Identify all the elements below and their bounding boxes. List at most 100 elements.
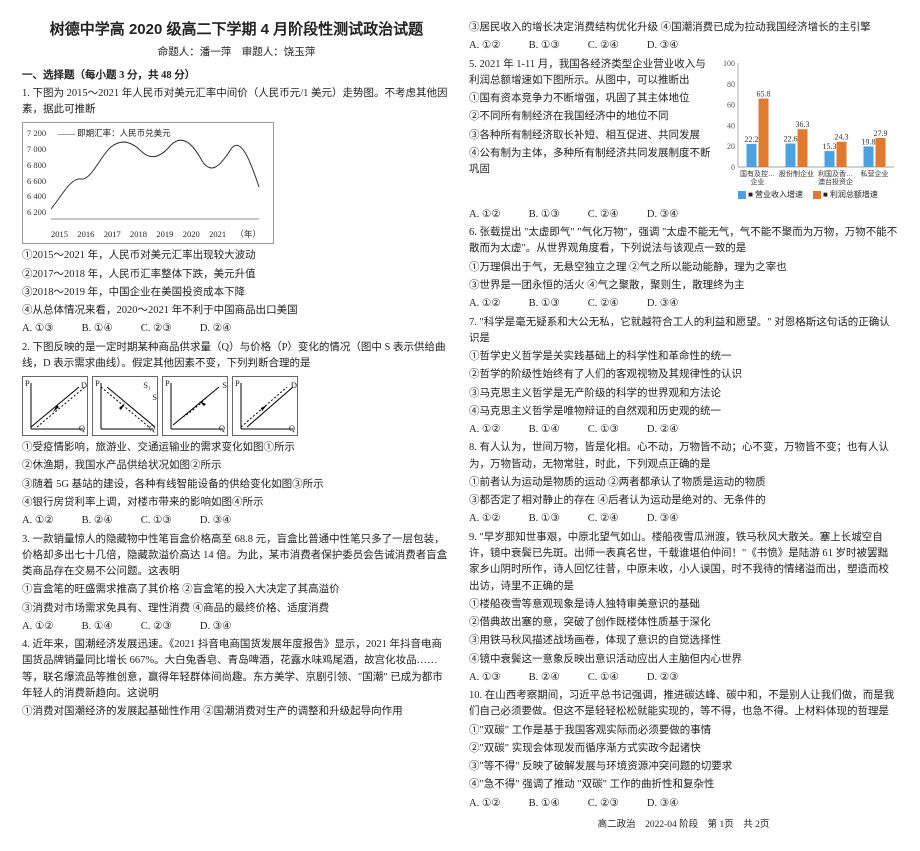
xtick: 2017 bbox=[104, 228, 121, 241]
opt-b: B. ①③ bbox=[529, 38, 560, 54]
opt-d: D. ③④ bbox=[647, 207, 679, 223]
q9-options: A. ①③ B. ②④ C. ①④ D. ②③ bbox=[469, 670, 898, 686]
opt-b: B. ①④ bbox=[82, 619, 113, 635]
svg-text:80: 80 bbox=[727, 79, 735, 88]
q5-options: A. ①② B. ①③ C. ②④ D. ③④ bbox=[469, 207, 898, 223]
q10-item4: ④"急不得" 强调了推动 "双碳" 工作的曲折性和复杂性 bbox=[469, 777, 898, 793]
q4-item1: ①消费对国潮经济的发展起基础性作用 ②国潮消费对生产的调整和升级起导向作用 bbox=[22, 704, 451, 720]
enterprise-bar-chart: 02040608010022.265.8国有及控…企业22.636.3股份制企业… bbox=[718, 57, 898, 201]
q3-item2: ③消费对市场需求免具有、理性消费 ④商品的最终价格、适度消费 bbox=[22, 601, 451, 617]
opt-a: A. ①② bbox=[469, 796, 501, 812]
xtick: 2016 bbox=[77, 228, 94, 241]
opt-d: D. ②③ bbox=[647, 670, 679, 686]
q9-item4: ④镜中衰鬓这一意象反映出意识活动应出人主脑但内心世界 bbox=[469, 652, 898, 668]
q1-item2: ②2017～2018 年，人民币汇率整体下跌，美元升值 bbox=[22, 267, 451, 283]
q7-item4: ④马克思主义哲学是唯物辩证的自然观和历史观的统一 bbox=[469, 404, 898, 420]
opt-a: A. ①② bbox=[469, 422, 501, 438]
svg-text:企业: 企业 bbox=[751, 177, 765, 186]
q1-item4: ④从总体情况来看，2020～2021 年不利于中国商品出口美国 bbox=[22, 303, 451, 319]
opt-d: D. ②④ bbox=[200, 321, 232, 337]
q6-item2: ③世界是一团永恒的活火 ④气之聚散，聚则生，散理终为主 bbox=[469, 278, 898, 294]
opt-a: A. ①② bbox=[22, 513, 54, 529]
bar-chart-legend: ■ 营业收入增速 ■ 利润总额增速 bbox=[718, 189, 898, 201]
q7-options: A. ①② B. ①④ C. ①③ D. ②④ bbox=[469, 422, 898, 438]
opt-b: B. ①③ bbox=[529, 511, 560, 527]
svg-text:60: 60 bbox=[727, 100, 735, 109]
mini-graph-2: P S₁ S Q bbox=[92, 376, 158, 436]
q7-item2: ②哲学的阶级性始终有了人们的客观视物及其规律性的认识 bbox=[469, 367, 898, 383]
q3-options: A. ①② B. ①④ C. ②③ D. ③④ bbox=[22, 619, 451, 635]
chart-y-axis: 7 200 7 000 6 800 6 600 6 400 6 200 bbox=[27, 127, 46, 219]
opt-c: C. ②③ bbox=[141, 321, 172, 337]
svg-text:15.3: 15.3 bbox=[823, 142, 837, 151]
opt-c: C. ①③ bbox=[141, 513, 172, 529]
opt-c: C. ②④ bbox=[588, 296, 619, 312]
svg-text:100: 100 bbox=[723, 59, 735, 68]
legend-swatch-b bbox=[813, 191, 821, 199]
q3-item1: ①盲盒笔的旺盛需求推高了其价格 ②盲盒笔的投入大决定了其高溢价 bbox=[22, 582, 451, 598]
s-label: S bbox=[152, 391, 157, 404]
svg-text:40: 40 bbox=[727, 121, 735, 130]
q1-options: A. ①③ B. ①④ C. ②③ D. ②④ bbox=[22, 321, 451, 337]
q4-options: A. ①② B. ①③ C. ②④ D. ③④ bbox=[469, 38, 898, 54]
ytick: 7 200 bbox=[27, 127, 46, 140]
s-label: S bbox=[222, 379, 227, 392]
ytick: 6 400 bbox=[27, 190, 46, 203]
mini-graph-1: P D Q bbox=[22, 376, 88, 436]
p-label: P bbox=[95, 377, 100, 390]
opt-d: D. ③④ bbox=[647, 511, 679, 527]
xtick: 2020 bbox=[183, 228, 200, 241]
opt-a: A. ①② bbox=[469, 207, 501, 223]
opt-c: C. ①③ bbox=[588, 422, 619, 438]
q10-item3: ③"等不得" 反映了破解发展与环境资源冲突问题的切要求 bbox=[469, 759, 898, 775]
bar-chart-svg: 02040608010022.265.8国有及控…企业22.636.3股份制企业… bbox=[718, 57, 898, 187]
ytick: 7 000 bbox=[27, 143, 46, 156]
svg-text:65.8: 65.8 bbox=[757, 89, 771, 98]
q10-text: 10. 在山西考察期间，习近平总书记强调，推进碳达峰、碳中和，不是别人让我们做，… bbox=[469, 688, 898, 721]
legend-b: ■ 利润总额增速 bbox=[823, 190, 878, 199]
q9-item1: ①楼船夜雪等意观现象是诗人独特审美意识的基础 bbox=[469, 597, 898, 613]
mini-graph-3: P S Q bbox=[162, 376, 228, 436]
q-label: Q bbox=[149, 422, 155, 435]
q3-text: 3. 一款销量惊人的隐藏物中性笔盲盒价格高至 68.8 元，盲盒比普通中性笔只多… bbox=[22, 532, 451, 581]
ytick: 6 600 bbox=[27, 175, 46, 188]
opt-d: D. ②④ bbox=[647, 422, 679, 438]
authors-line: 命题人：潘一萍 审题人：饶玉萍 bbox=[22, 45, 451, 61]
opt-c: C. ②④ bbox=[588, 38, 619, 54]
section1-head: 一、选择题（每小题 3 分，共 48 分） bbox=[22, 68, 451, 84]
opt-d: D. ③④ bbox=[200, 513, 232, 529]
right-column: ③居民收入的增长决定消费结构优化升级 ④国潮消费已成为拉动我国经济增长的主引擎 … bbox=[469, 18, 898, 833]
opt-a: A. ①② bbox=[469, 38, 501, 54]
p-label: P bbox=[25, 377, 30, 390]
ytick: 6 200 bbox=[27, 206, 46, 219]
q7-text: 7. "科学是毫无疑系和大公无私，它就越符合工人的利益和愿望。" 对恩格斯这句话… bbox=[469, 315, 898, 348]
q1-item3: ③2018～2019 年，中国企业在美国投资成本下降 bbox=[22, 285, 451, 301]
q8-item1: ①前者认为运动是物质的运动 ②两者都承认了物质是运动的物质 bbox=[469, 475, 898, 491]
q8-item2: ③都否定了相对静止的存在 ④后者认为运动是绝对的、无条件的 bbox=[469, 493, 898, 509]
opt-b: B. ①④ bbox=[529, 796, 560, 812]
q2-options: A. ①② B. ②④ C. ①③ D. ③④ bbox=[22, 513, 451, 529]
xtick: 2015 bbox=[51, 228, 68, 241]
ytick: 6 800 bbox=[27, 159, 46, 172]
d-label: D bbox=[291, 379, 297, 392]
q2-item2: ②休渔期，我国水产品供给状况如图②所示 bbox=[22, 458, 451, 474]
opt-a: A. ①② bbox=[469, 296, 501, 312]
opt-a: A. ①③ bbox=[22, 321, 54, 337]
opt-d: D. ③④ bbox=[647, 796, 679, 812]
opt-c: C. ②④ bbox=[588, 511, 619, 527]
q6-options: A. ①② B. ①③ C. ②④ D. ③④ bbox=[469, 296, 898, 312]
svg-text:36.3: 36.3 bbox=[796, 120, 810, 129]
exam-title: 树德中学高 2020 级高二下学期 4 月阶段性测试政治试题 bbox=[22, 18, 451, 41]
q1-item1: ①2015～2021 年，人民币对美元汇率出现较大波动 bbox=[22, 248, 451, 264]
svg-text:0: 0 bbox=[731, 163, 735, 172]
q-label: Q bbox=[79, 422, 85, 435]
svg-text:20: 20 bbox=[727, 142, 735, 151]
q4-text: 4. 近年来，国潮经济发展迅速。《2021 抖音电商国货发展年度报告》显示，20… bbox=[22, 637, 451, 702]
p-label: P bbox=[165, 377, 170, 390]
q2-item4: ④银行房贷利率上调，对楼市带来的影响如图④所示 bbox=[22, 495, 451, 511]
q-label: Q bbox=[289, 422, 295, 435]
q7-item1: ①哲学史义哲学是关实践基础上的科学性和革命性的统一 bbox=[469, 349, 898, 365]
line-chart-path bbox=[51, 140, 259, 209]
opt-a: A. ①② bbox=[22, 619, 54, 635]
mini-graph-4: P D Q bbox=[232, 376, 298, 436]
